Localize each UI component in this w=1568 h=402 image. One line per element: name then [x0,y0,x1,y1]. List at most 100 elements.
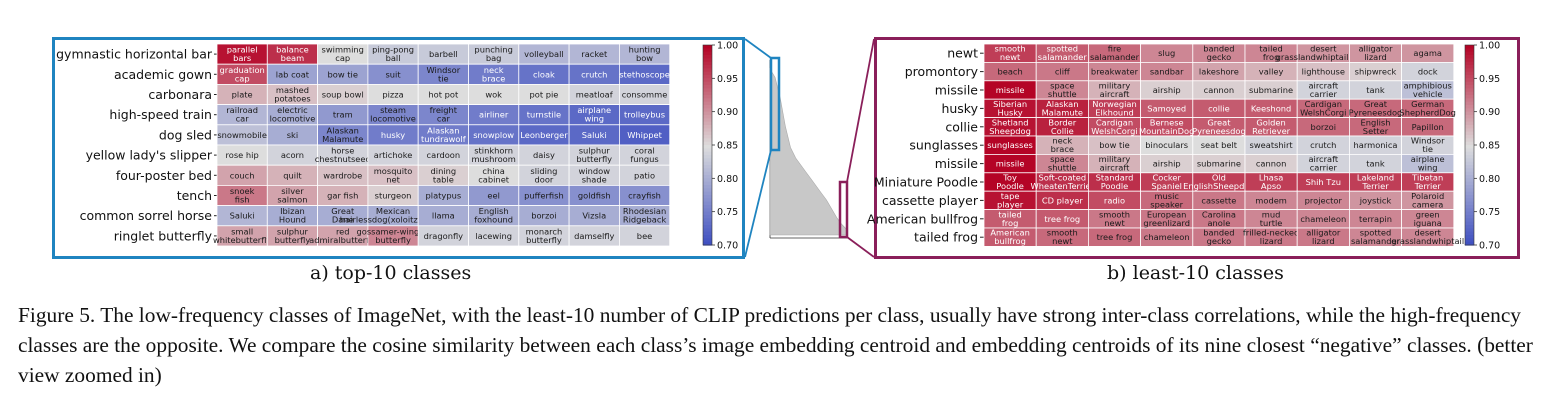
panel-a-colorbar-tick-label: 0.80 [717,174,738,185]
panel-a-colorbar-band [703,185,712,189]
panel-a-cell-label: fungus [630,154,658,164]
panel-b-cell-label: agama [1413,48,1442,58]
panel-b-cell-label: aircraft [1100,89,1130,99]
panel-a-cell-label: ski [287,130,298,140]
panel-a-connector-top [744,38,772,59]
panel-a-colorbar-band [703,211,712,216]
panel-a-cell-label: ball [386,53,401,63]
panel-b-row-label: Miniature Poodle [874,175,978,190]
panel-a-colorbar-band [703,228,712,233]
panel-a-cell-label: borzoi [531,211,557,221]
panel-b-colorbar-band [1465,108,1474,113]
panel-a-caption: a) top-10 classes [310,262,472,284]
panel-a-cell-label: china [482,166,504,176]
panel-a-cell-label: Alaskan [427,125,459,135]
panel-a-cell-label: door [535,174,554,184]
panel-a-colorbar-band [703,238,712,243]
panel-a-cell-label: freight [430,105,458,115]
panel-b-cell-label: greenlizard [1143,218,1190,228]
panel-b-cell-label: radio [1104,195,1125,205]
panel-b-cell-label: tie [1422,144,1433,154]
panel-b-cell-label: projector [1305,195,1343,205]
panel-b-cell-label: amphibious [1404,81,1452,91]
panel-b-cell-label: tree frog [1097,232,1133,242]
panel-b-cell-label: Setter [1363,126,1389,136]
panel-a-colorbar-band [703,101,712,106]
panel-b-cell-label: Siberian [993,99,1027,109]
panel-b-cell-label: tape [1001,191,1020,201]
panel-b-cell-label: Cardigan [1096,117,1133,127]
panel-b-colorbar-band [1465,228,1474,233]
panel-b-cell-label: sunglasses [987,140,1033,150]
panel-b-colorbar-band [1465,191,1474,196]
panel-a-cell-label: artichoke [374,150,413,160]
panel-a-cell-label: airplane [577,105,611,115]
panel-b-cell-label: dock [1418,67,1438,77]
panel-a-cell-label: bars [233,53,251,63]
panel-b-cell-label: iguana [1414,218,1442,228]
panel-a-cell-label: fish [235,195,250,205]
panel-b-cell-label: lizard [1312,236,1335,246]
panel-b-cell-label: MountainDog [1139,126,1194,136]
panel-a-colorbar-band [703,125,712,129]
panel-a-cell-label: bag [486,53,502,63]
panel-b-row-label: newt [947,46,978,61]
panel-a-cell-label: wardrobe [323,170,362,180]
panel-a-cell-label: airliner [479,110,509,120]
panel-b-cell-label: desert [1414,228,1441,238]
panel-b-colorbar-band [1465,205,1474,209]
panel-a-cell-label: net [386,174,400,184]
panel-b-cell-label: EnglishSheepdog [1183,181,1255,191]
panel-b-cell-label: Husky [997,107,1022,117]
panel-a-colorbar-band [703,91,712,96]
panel-a-colorbar-tick-label: 0.85 [717,141,738,152]
panel-b-cell-label: brace [1051,144,1074,154]
panel-b-cell-label: frilled-necked [1243,228,1299,238]
panel-b-cell-label: Windsor [1411,136,1445,146]
panel-a-cell-label: snowplow [473,130,514,140]
panel-a-cell-label: locomotive [370,114,416,124]
panel-b-cell-label: Great [1364,99,1388,109]
panel-a-cell-label: Ridgeback [623,215,667,225]
panel-a-cell-label: sliding [530,166,557,176]
panel-a-cell-label: cloak [533,69,555,79]
panel-b-cell-label: alligator [1358,44,1393,54]
panel-b-colorbar-band [1465,131,1474,136]
panel-b-colorbar-band [1465,65,1474,69]
panel-b-cell-label: WelshCorgi [1300,107,1346,117]
panel-a-cell-label: suit [385,69,401,79]
panel-a-cell-label: locomotive [270,114,316,124]
panel-b-colorbar-band [1465,51,1474,56]
panel-a-cell-label: stinkhorn [474,146,513,156]
panel-b-cell-label: carrier [1310,89,1338,99]
panel-a-cell-label: hunting [629,45,661,55]
panel-b-cell-label: carrier [1310,163,1338,173]
panel-b-cell-label: tailed [1259,44,1282,54]
panel-b-colorbar-band [1465,118,1474,123]
panel-b-colorbar-band [1465,165,1474,169]
panel-a-cell-label: hairlessdog(xoloitzcuintli) [340,215,446,225]
panel-a-cell-label: sulphur [277,226,309,236]
panel-a-cell-label: stethoscope [619,69,670,79]
panel-b-cell-label: Cocker [1152,173,1181,183]
panel-b-cell-label: bow tie [1099,140,1129,150]
panel-a-row-label: gymnastic horizontal bar [56,47,213,62]
panel-b-cell-label: camera [1412,199,1443,209]
panel-b-cell-label: Carolina [1202,209,1236,219]
panel-b-cell-label: chameleon [1300,214,1346,224]
panel-b-cell-label: Border [1048,117,1076,127]
panel-a-cell-label: Leonberger [520,130,568,140]
panel-b-cell-label: Bernese [1150,117,1184,127]
panel-b-row-label: sunglasses [909,138,978,153]
panel-a-cell-label: Rhodesian [623,206,666,216]
panel-b-cell-label: player [997,199,1024,209]
panel-b-cell-label: anole [1207,218,1230,228]
panel-b-cell-label: Poodle [996,181,1024,191]
panel-b-cell-label: Terrier [1361,181,1389,191]
panel-b-cell-label: fire [1108,44,1122,54]
panel-a-colorbar-band [703,108,712,113]
panel-b-cell-label: airship [1153,85,1181,95]
panel-a-row-label: dog sled [159,127,212,142]
panel-a-colorbar-band [703,45,712,49]
panel-a-cell-label: English [479,206,509,216]
